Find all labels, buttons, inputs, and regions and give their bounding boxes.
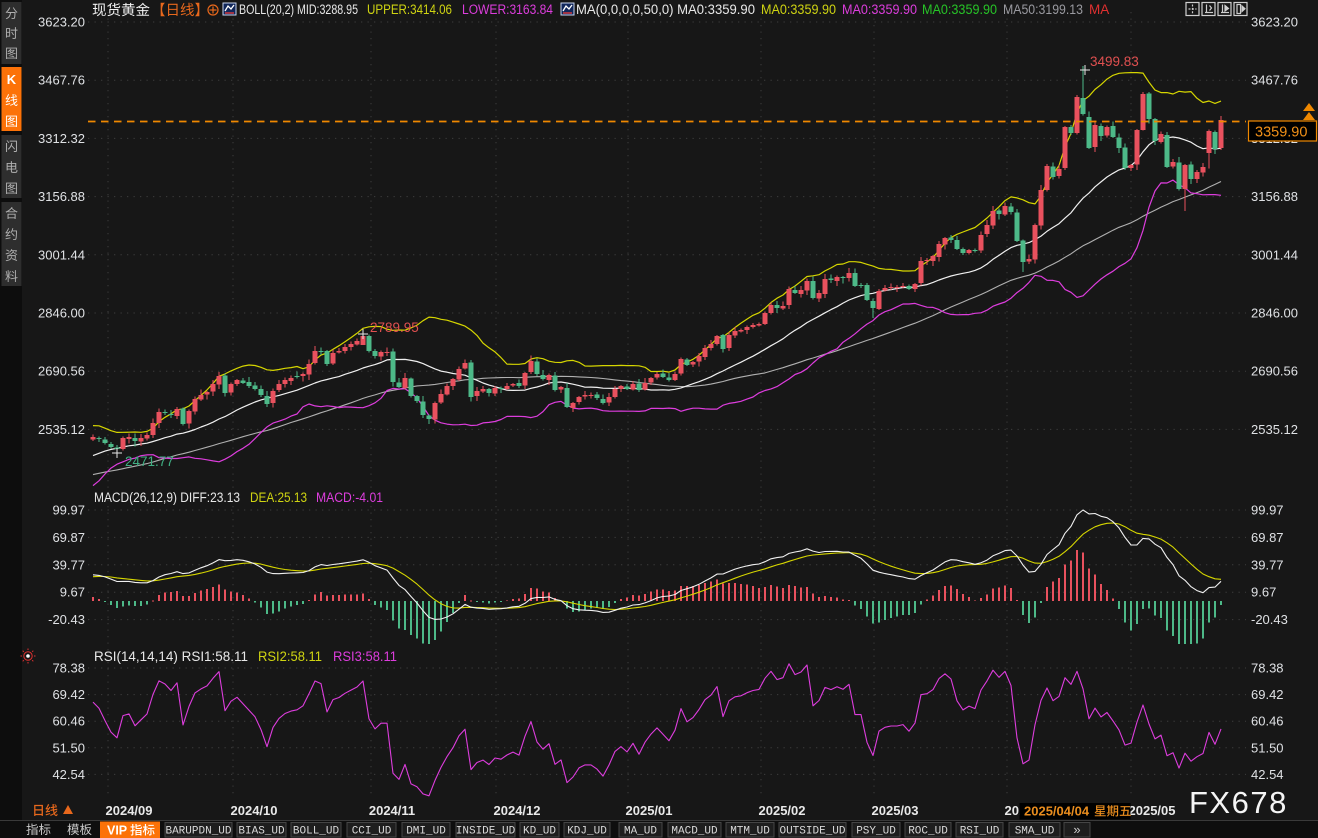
svg-text:2846.00: 2846.00 <box>38 306 85 321</box>
svg-text:K: K <box>7 72 17 87</box>
svg-text:MA_UD: MA_UD <box>624 826 657 838</box>
svg-text:3312.32: 3312.32 <box>38 131 85 146</box>
svg-text:2025/03: 2025/03 <box>872 803 919 818</box>
svg-text:MA0:3359.90: MA0:3359.90 <box>922 2 997 17</box>
svg-text:3001.44: 3001.44 <box>38 247 85 262</box>
svg-text:60.46: 60.46 <box>52 714 85 729</box>
svg-text:-20.43: -20.43 <box>1251 612 1288 627</box>
svg-text:69.42: 69.42 <box>52 687 85 702</box>
svg-text:42.54: 42.54 <box>52 767 85 782</box>
svg-text:MA(0,0,0,0,50,0) MA0:3359.90: MA(0,0,0,0,50,0) MA0:3359.90 <box>576 2 755 17</box>
svg-text:51.50: 51.50 <box>52 740 85 755</box>
svg-text:MA50:3199.13: MA50:3199.13 <box>1003 2 1083 17</box>
svg-text:RSI_UD: RSI_UD <box>960 826 1000 838</box>
svg-text:3001.44: 3001.44 <box>1251 247 1298 262</box>
svg-text:RSI(14,14,14) RSI1:58.11: RSI(14,14,14) RSI1:58.11 <box>94 649 248 664</box>
svg-text:2471.77: 2471.77 <box>125 454 174 469</box>
svg-text:LOWER:3163.84: LOWER:3163.84 <box>462 2 553 17</box>
svg-text:FX678: FX678 <box>1189 785 1288 820</box>
svg-text:UPPER:3414.06: UPPER:3414.06 <box>367 2 452 17</box>
svg-text:CCI_UD: CCI_UD <box>352 826 392 838</box>
svg-text:2025/01: 2025/01 <box>626 803 673 818</box>
svg-text:ROC_UD: ROC_UD <box>908 826 948 838</box>
svg-text:KD_UD: KD_UD <box>523 826 556 838</box>
svg-text:BARUPDN_UD: BARUPDN_UD <box>165 826 231 838</box>
svg-text:INSIDE_UD: INSIDE_UD <box>456 826 516 838</box>
svg-text:2025/02: 2025/02 <box>759 803 806 818</box>
svg-text:9.67: 9.67 <box>1251 585 1276 600</box>
svg-text:2535.12: 2535.12 <box>1251 422 1298 437</box>
svg-text:99.97: 99.97 <box>52 503 85 518</box>
svg-text:69.87: 69.87 <box>52 530 85 545</box>
svg-text:RSI2:58.11: RSI2:58.11 <box>258 649 322 664</box>
svg-text:MA: MA <box>1089 2 1109 17</box>
svg-text:78.38: 78.38 <box>1251 661 1284 676</box>
svg-text:3359.90: 3359.90 <box>1255 125 1307 141</box>
svg-text:MACD_UD: MACD_UD <box>671 826 718 838</box>
svg-text:3623.20: 3623.20 <box>1251 15 1298 30</box>
svg-text:SMA_UD: SMA_UD <box>1015 826 1055 838</box>
svg-text:69.87: 69.87 <box>1251 530 1284 545</box>
svg-text:39.77: 39.77 <box>1251 557 1284 572</box>
svg-text:-20.43: -20.43 <box>48 612 85 627</box>
svg-text:2024/09: 2024/09 <box>106 803 153 818</box>
svg-text:»: » <box>1073 822 1080 837</box>
svg-text:2789.95: 2789.95 <box>370 320 419 335</box>
svg-text:39.77: 39.77 <box>52 557 85 572</box>
svg-text:3623.20: 3623.20 <box>38 15 85 30</box>
svg-text:OUTSIDE_UD: OUTSIDE_UD <box>779 826 845 838</box>
svg-text:69.42: 69.42 <box>1251 687 1284 702</box>
svg-text:MACD:-4.01: MACD:-4.01 <box>316 490 383 505</box>
svg-text:KDJ_UD: KDJ_UD <box>567 826 607 838</box>
svg-text:BOLL_UD: BOLL_UD <box>293 826 340 838</box>
svg-text:2024/11: 2024/11 <box>369 803 415 818</box>
svg-text:3467.76: 3467.76 <box>1251 73 1298 88</box>
svg-text:3467.76: 3467.76 <box>38 73 85 88</box>
svg-text:2690.56: 2690.56 <box>1251 364 1298 379</box>
svg-text:2024/12: 2024/12 <box>494 803 541 818</box>
svg-text:MACD(26,12,9) DIFF:23.13: MACD(26,12,9) DIFF:23.13 <box>94 490 240 505</box>
svg-text:2024/10: 2024/10 <box>231 803 278 818</box>
svg-text:9.67: 9.67 <box>60 585 85 600</box>
svg-text:3156.88: 3156.88 <box>38 189 85 204</box>
svg-text:MA0:3359.90: MA0:3359.90 <box>761 2 836 17</box>
svg-text:2025/04/04: 2025/04/04 <box>1024 804 1090 819</box>
svg-text:RSI3:58.11: RSI3:58.11 <box>333 649 397 664</box>
svg-text:99.97: 99.97 <box>1251 503 1284 518</box>
svg-text:MA0:3359.90: MA0:3359.90 <box>842 2 917 17</box>
svg-text:DMI_UD: DMI_UD <box>406 826 446 838</box>
svg-text:2025/05: 2025/05 <box>1129 803 1176 818</box>
svg-text:DEA:25.13: DEA:25.13 <box>250 490 307 505</box>
svg-text:VIP: VIP <box>107 824 127 838</box>
svg-text:51.50: 51.50 <box>1251 740 1284 755</box>
svg-text:BOLL(20,2) MID:3288.95: BOLL(20,2) MID:3288.95 <box>239 2 358 17</box>
svg-text:3499.83: 3499.83 <box>1090 54 1139 69</box>
svg-text:60.46: 60.46 <box>1251 714 1284 729</box>
svg-text:BIAS_UD: BIAS_UD <box>238 826 285 838</box>
svg-text:MTM_UD: MTM_UD <box>730 826 770 838</box>
svg-text:PSY_UD: PSY_UD <box>856 826 896 838</box>
svg-text:78.38: 78.38 <box>52 661 85 676</box>
svg-text:3156.88: 3156.88 <box>1251 189 1298 204</box>
svg-text:2535.12: 2535.12 <box>38 422 85 437</box>
svg-text:2690.56: 2690.56 <box>38 364 85 379</box>
svg-text:2846.00: 2846.00 <box>1251 306 1298 321</box>
svg-text:42.54: 42.54 <box>1251 767 1284 782</box>
